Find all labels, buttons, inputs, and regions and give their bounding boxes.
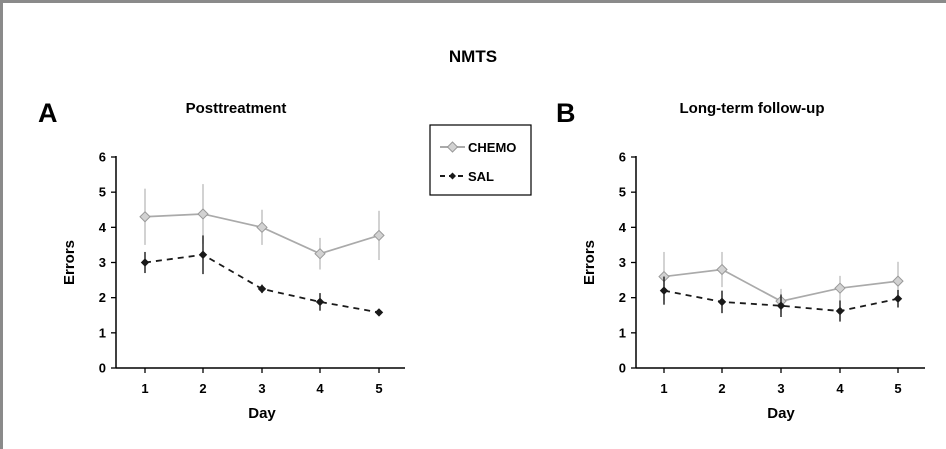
x-tick-label: 2 xyxy=(718,381,725,396)
panel-letter-a: A xyxy=(38,98,58,128)
sal-data-point xyxy=(374,308,384,317)
chemo-data-point xyxy=(139,211,151,223)
y-tick-label: 1 xyxy=(619,325,626,340)
chemo-data-point xyxy=(892,275,904,287)
chemo-data-point xyxy=(256,221,268,234)
y-tick-label: 2 xyxy=(619,290,626,305)
panel-b-title: Long-term follow-up xyxy=(680,100,825,117)
sal-data-point xyxy=(315,297,325,307)
x-tick-label: 1 xyxy=(660,381,667,396)
chemo-data-point xyxy=(373,229,385,242)
sal-data-point xyxy=(893,294,903,303)
x-tick-label: 1 xyxy=(141,381,148,396)
legend: CHEMO SAL xyxy=(429,124,532,196)
x-axis-label: Day xyxy=(248,405,276,422)
x-tick-label: 3 xyxy=(258,381,265,396)
panel-letter-b: B xyxy=(556,98,576,128)
figure-title: NMTS xyxy=(449,47,497,66)
x-tick-label: 5 xyxy=(375,381,382,396)
legend-chemo-label: CHEMO xyxy=(468,140,516,155)
sal-data-point xyxy=(835,306,845,316)
y-axis-label: Errors xyxy=(61,240,78,285)
y-tick-label: 6 xyxy=(619,150,626,165)
y-axis-label: Errors xyxy=(581,240,598,285)
x-tick-label: 3 xyxy=(777,381,784,396)
x-tick-label: 4 xyxy=(836,381,844,396)
y-tick-label: 0 xyxy=(619,361,626,376)
legend-sal-marker xyxy=(449,172,456,180)
y-tick-label: 3 xyxy=(99,255,106,270)
x-tick-label: 4 xyxy=(316,381,324,396)
sal-data-point xyxy=(659,286,669,295)
x-tick-label: 2 xyxy=(199,381,206,396)
y-tick-label: 2 xyxy=(99,290,106,305)
chemo-data-point xyxy=(716,263,728,276)
x-axis-label: Day xyxy=(767,405,795,422)
y-tick-label: 5 xyxy=(99,185,106,200)
y-tick-label: 5 xyxy=(619,185,626,200)
panel-b-chart: 0 1 2 3 4 5 6 1 2 3 4 5 Day Errors xyxy=(581,150,925,422)
sal-series-line xyxy=(144,253,380,314)
x-tick-label: 5 xyxy=(894,381,901,396)
y-tick-label: 1 xyxy=(99,325,106,340)
chemo-data-point xyxy=(314,248,326,260)
sal-data-point xyxy=(198,250,208,259)
y-tick-label: 6 xyxy=(99,150,106,165)
sal-data-point xyxy=(776,301,786,310)
y-tick-label: 0 xyxy=(99,361,106,376)
legend-box xyxy=(429,124,532,196)
y-tick-label: 3 xyxy=(619,255,626,270)
sal-data-point xyxy=(257,284,267,294)
panel-a-title: Posttreatment xyxy=(186,100,287,117)
legend-chemo-marker xyxy=(446,141,459,153)
y-tick-label: 4 xyxy=(619,220,627,235)
panel-a-chart: 0 1 2 3 4 5 6 1 2 3 4 5 Day Errors xyxy=(61,150,405,422)
sal-data-point xyxy=(717,297,727,307)
sal-data-point xyxy=(140,258,150,267)
chemo-data-point xyxy=(834,282,846,294)
legend-sal-label: SAL xyxy=(468,169,494,184)
y-tick-label: 4 xyxy=(99,220,107,235)
chemo-data-point xyxy=(197,208,209,220)
